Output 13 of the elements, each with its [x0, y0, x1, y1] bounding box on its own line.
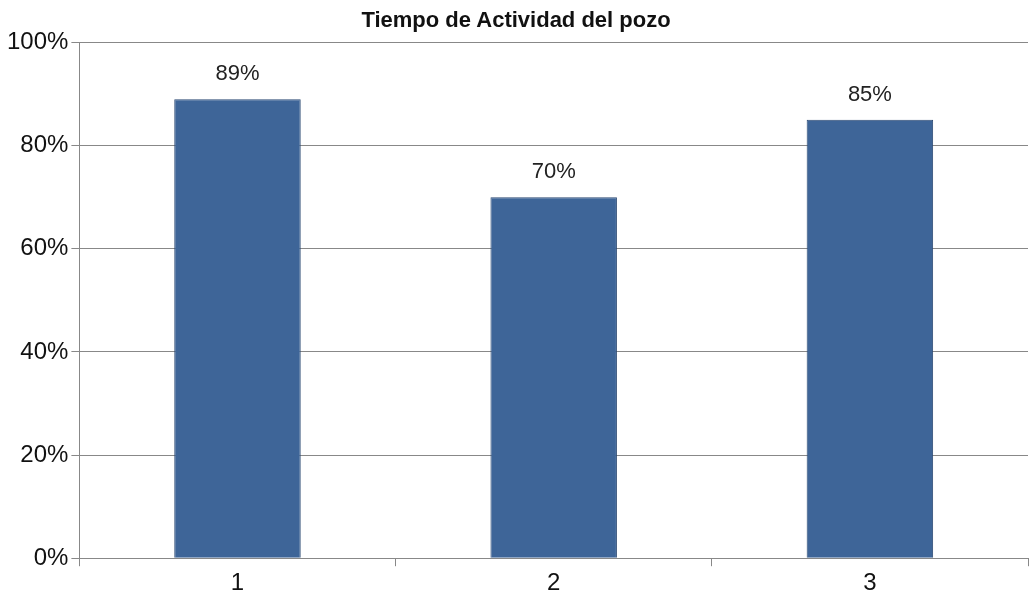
data-label: 70%: [531, 158, 576, 184]
y-tick-label: 100%: [6, 27, 69, 55]
x-tick-label: 1: [230, 568, 245, 596]
y-tick-label: 60%: [20, 233, 69, 261]
y-tick-label: 20%: [20, 439, 69, 467]
data-label: 85%: [847, 80, 892, 106]
chart-title: Tiempo de Actividad del pozo: [361, 7, 671, 33]
x-tick-label: 2: [547, 568, 561, 596]
y-tick-label: 80%: [20, 130, 69, 158]
y-tick-label: 0%: [33, 542, 69, 570]
x-tick-label: 3: [863, 568, 877, 596]
data-label: 89%: [215, 60, 260, 86]
y-tick-label: 40%: [20, 336, 69, 364]
